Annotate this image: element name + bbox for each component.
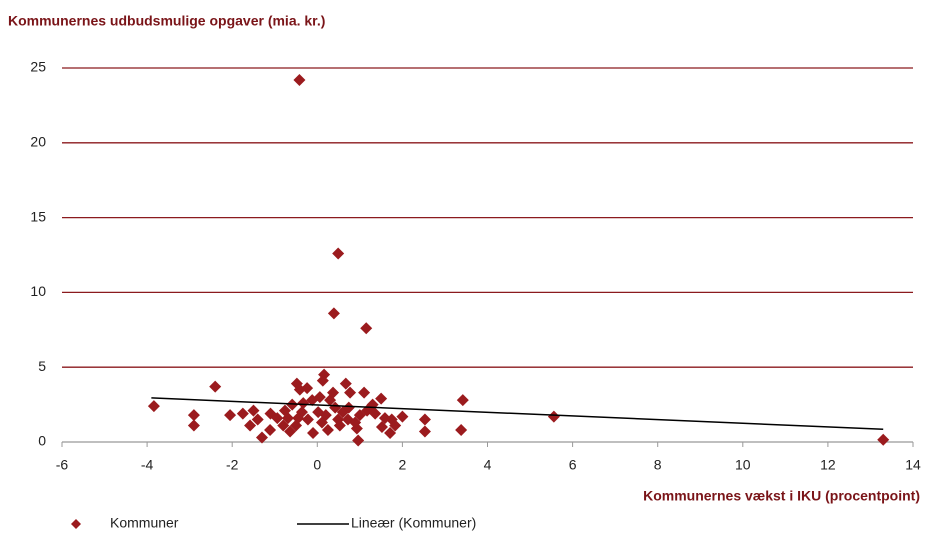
x-tick-label: 8: [654, 457, 662, 473]
point: [384, 427, 397, 440]
x-tick-label: 2: [399, 457, 407, 473]
chart-title: Kommunernes udbudsmulige opgaver (mia. k…: [8, 13, 325, 29]
legend-marker: [71, 519, 81, 529]
point: [278, 404, 291, 417]
point: [301, 382, 314, 395]
point: [224, 409, 237, 422]
point: [316, 374, 329, 387]
x-tick-label: 12: [820, 457, 836, 473]
x-tick-label: 10: [735, 457, 751, 473]
point: [342, 401, 355, 414]
x-tick-label: 14: [905, 457, 921, 473]
point: [187, 419, 200, 432]
point: [290, 419, 303, 432]
point: [418, 425, 431, 438]
point: [418, 413, 431, 426]
point: [389, 419, 402, 432]
point: [313, 391, 326, 404]
point: [369, 407, 382, 420]
point: [255, 431, 268, 444]
trend-line: [151, 397, 884, 431]
point: [244, 419, 257, 432]
point: [277, 419, 290, 432]
point: [333, 419, 346, 432]
point: [352, 434, 365, 447]
point: [264, 424, 277, 437]
x-tick-label: -4: [141, 457, 154, 473]
y-tick-label: 10: [30, 283, 46, 299]
x-tick-label: -6: [56, 457, 69, 473]
point: [339, 377, 352, 390]
legend-label: Kommuner: [110, 515, 179, 531]
point: [307, 427, 320, 440]
y-tick-label: 15: [30, 208, 46, 224]
point: [247, 404, 260, 417]
point: [301, 413, 314, 426]
x-tick-label: 0: [313, 457, 321, 473]
point: [209, 380, 222, 393]
point: [329, 401, 342, 414]
y-tick-label: 5: [38, 358, 46, 374]
point: [358, 386, 371, 399]
point: [319, 409, 332, 422]
point: [360, 322, 373, 335]
point: [332, 247, 345, 260]
x-tick-label: 6: [569, 457, 577, 473]
point: [187, 409, 200, 422]
point: [349, 416, 362, 429]
point: [251, 413, 264, 426]
point: [344, 386, 357, 399]
x-tick-label: -2: [226, 457, 239, 473]
point: [236, 407, 249, 420]
point: [456, 394, 469, 407]
x-tick-label: 4: [484, 457, 492, 473]
point: [547, 410, 560, 423]
legend-label: Lineær (Kommuner): [351, 515, 476, 531]
point: [375, 392, 388, 405]
point: [297, 397, 310, 410]
y-tick-label: 25: [30, 59, 46, 75]
point: [321, 424, 334, 437]
point: [396, 410, 409, 423]
point: [378, 412, 391, 425]
point: [271, 412, 284, 425]
point: [147, 400, 160, 413]
x-axis-title: Kommunernes vækst i IKU (procentpoint): [643, 488, 920, 504]
point: [877, 433, 890, 446]
point: [327, 386, 340, 399]
point: [293, 73, 306, 86]
y-tick-label: 20: [30, 134, 46, 150]
point: [455, 424, 468, 437]
y-tick-label: 0: [38, 433, 46, 449]
point: [327, 307, 340, 320]
